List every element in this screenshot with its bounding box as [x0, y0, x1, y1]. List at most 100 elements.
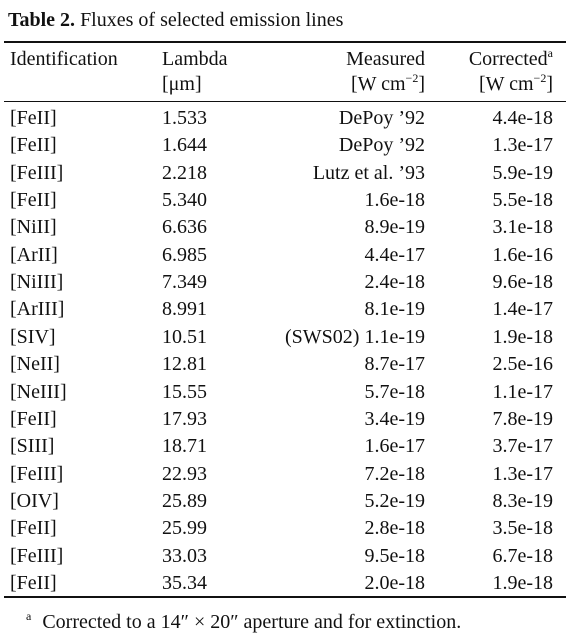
table-cell: [FeII] [10, 134, 57, 157]
table-cell: 15.55 [162, 380, 207, 403]
table-cell: 22.93 [162, 462, 207, 485]
table-cell: [ArIII] [10, 298, 65, 321]
header-name: Corrected [468, 48, 548, 70]
table-cell: [NiII] [10, 216, 57, 239]
header-name: Lambda [162, 48, 228, 70]
table-cell: [FeIII] [10, 544, 64, 567]
table-cell: [ArII] [10, 243, 58, 266]
table-cell: 8.7e-17 [364, 353, 425, 376]
unit-part: [W cm [350, 73, 406, 95]
table-cell: 1.6e-18 [364, 189, 425, 212]
table-cell: 5.340 [162, 189, 207, 212]
table-cell: 8.991 [162, 298, 207, 321]
table-cell: 3.5e-18 [492, 517, 553, 540]
table-cell: 6.7e-18 [492, 544, 553, 567]
table-cell: 1.1e-17 [492, 380, 553, 403]
table-cell: 7.2e-18 [364, 462, 425, 485]
table-cell: [NiIII] [10, 271, 64, 294]
table-cell: [FeII] [10, 407, 57, 430]
table-cell: 2.5e-16 [492, 353, 553, 376]
table-cell: 6.636 [162, 216, 207, 239]
table-cell: DePoy ’92 [338, 134, 425, 157]
table-cell: 10.51 [162, 325, 207, 348]
table-cell: 9.5e-18 [364, 544, 425, 567]
footnote-text: Corrected to a 14″ × 20″ aperture and fo… [42, 611, 462, 633]
unit-part: −2 [405, 71, 419, 85]
header-rule [4, 101, 566, 102]
table-cell: 25.89 [162, 489, 207, 512]
table-cell: 6.985 [162, 243, 207, 266]
table-cell: 2.0e-18 [364, 571, 425, 594]
caption: Table 2. Fluxes of selected emission lin… [8, 8, 343, 32]
table-cell: 4.4e-18 [492, 107, 553, 129]
table-cell: 7.349 [162, 271, 207, 294]
table-cell: [SIII] [10, 435, 55, 458]
table-cell: 1.6e-17 [364, 435, 425, 458]
table-cell: 3.7e-17 [492, 435, 553, 458]
header-unit: [W cm−2] [479, 72, 553, 96]
table-cell: [NeIII] [10, 380, 67, 403]
table-cell: [NeII] [10, 353, 60, 376]
header-note: a [547, 46, 553, 60]
table-cell: 1.533 [162, 107, 207, 129]
table-cell: 9.6e-18 [492, 271, 553, 294]
header-name: Measured [346, 48, 425, 70]
table-cell: 1.9e-18 [492, 571, 553, 594]
table-cell: 5.9e-19 [492, 161, 553, 184]
table-cell: 33.03 [162, 544, 207, 567]
table-cell: [FeII] [10, 517, 57, 540]
table-cell: 3.4e-19 [364, 407, 425, 430]
header-unit: [W cm−2] [351, 72, 425, 96]
table-cell: 1.3e-17 [492, 462, 553, 485]
table-cell: [OIV] [10, 489, 59, 512]
header-unit: [μm] [162, 72, 202, 96]
unit-part: [μm] [162, 73, 202, 95]
table-cell: 8.9e-19 [364, 216, 425, 239]
table-cell: 18.71 [162, 435, 207, 458]
table-cell: 4.4e-17 [364, 243, 425, 266]
table-cell: 25.99 [162, 517, 207, 540]
table-cell: 7.8e-19 [492, 407, 553, 430]
table-cell: [FeII] [10, 189, 57, 212]
table-cell: 2.218 [162, 161, 207, 184]
table-cell: [SIV] [10, 325, 56, 348]
table-cell: 1.9e-18 [492, 325, 553, 348]
table-cell: 2.4e-18 [364, 271, 425, 294]
table-cell: 5.5e-18 [492, 189, 553, 212]
unit-part: ] [546, 73, 553, 95]
table-cell: 1.644 [162, 134, 207, 157]
table-cell: [FeII] [10, 107, 57, 129]
table-cell: 5.2e-19 [364, 489, 425, 512]
table-cell: 12.81 [162, 353, 207, 376]
table-cell: 8.3e-19 [492, 489, 553, 512]
table-cell: 8.1e-19 [364, 298, 425, 321]
table-cell: 3.1e-18 [492, 216, 553, 239]
unit-part: [W cm [478, 73, 534, 95]
table-cell: 1.6e-16 [492, 243, 553, 266]
header-cell: Measured [346, 47, 425, 71]
unit-part: ] [418, 73, 425, 95]
table-cell: [FeII] [10, 571, 57, 594]
header-cell: Identification [10, 47, 118, 71]
footnote: a Corrected to a 14″ × 20″ aperture and … [26, 610, 461, 634]
header-cell: Correcteda [469, 47, 553, 71]
bottom-rule [4, 596, 566, 598]
top-rule [4, 41, 566, 43]
footnote-mark: a [26, 609, 32, 623]
table-cell: [FeIII] [10, 462, 64, 485]
table-cell: [FeIII] [10, 161, 64, 184]
table-cell: Lutz et al. ’93 [312, 161, 425, 184]
header-name: Identification [10, 48, 118, 70]
table-cell: 35.34 [162, 571, 207, 594]
table-cell: 17.93 [162, 407, 207, 430]
table-cell: 1.4e-17 [492, 298, 553, 321]
table-cell: DePoy ’92 [338, 107, 425, 129]
caption-text: Fluxes of selected emission lines [80, 9, 344, 31]
table-cell: 5.7e-18 [364, 380, 425, 403]
unit-part: −2 [533, 71, 547, 85]
caption-label: Table 2. [8, 9, 76, 31]
table-cell: 1.3e-17 [492, 134, 553, 157]
table-cell: (SWS02) 1.1e-19 [285, 325, 425, 348]
table-cell: 2.8e-18 [364, 517, 425, 540]
